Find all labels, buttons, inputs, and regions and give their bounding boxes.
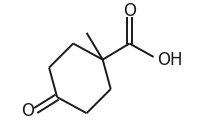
Text: O: O (123, 2, 136, 20)
Text: O: O (21, 102, 34, 120)
Text: OH: OH (158, 51, 183, 69)
